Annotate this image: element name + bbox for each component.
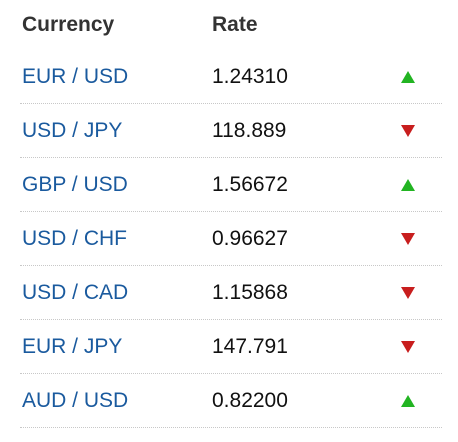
currency-column-header: Currency — [22, 13, 115, 36]
table-row: EUR / USD 1.24310 — [0, 50, 458, 104]
rate-value: 0.82200 — [212, 389, 288, 412]
table-row: USD / CHF 0.96627 — [0, 212, 458, 266]
currency-pair-link[interactable]: USD / JPY — [22, 119, 123, 142]
rate-value: 1.56672 — [212, 173, 288, 196]
currency-pair-link[interactable]: EUR / USD — [22, 65, 129, 88]
rate-value: 1.24310 — [212, 65, 288, 88]
rate-value: 118.889 — [212, 119, 287, 142]
currency-pair-link[interactable]: USD / CHF — [22, 227, 127, 250]
trend-up-icon — [401, 179, 415, 191]
rate-value: 0.96627 — [212, 227, 288, 250]
trend-up-icon — [401, 71, 415, 83]
table-row: USD / CAD 1.15868 — [0, 266, 458, 320]
trend-down-icon — [401, 233, 415, 245]
trend-down-icon — [401, 125, 415, 137]
table-row: USD / JPY 118.889 — [0, 104, 458, 158]
rates-list: EUR / USD 1.24310 USD / JPY 118.889 GBP … — [0, 50, 458, 428]
rate-column-header: Rate — [212, 13, 258, 36]
currency-pair-link[interactable]: AUD / USD — [22, 389, 129, 412]
table-row: GBP / USD 1.56672 — [0, 158, 458, 212]
trend-down-icon — [401, 341, 415, 353]
currency-pair-link[interactable]: GBP / USD — [22, 173, 128, 196]
trend-up-icon — [401, 395, 415, 407]
table-row: AUD / USD 0.82200 — [0, 374, 458, 428]
table-row: EUR / JPY 147.791 — [0, 320, 458, 374]
trend-down-icon — [401, 287, 415, 299]
table-header: Currency Rate — [0, 0, 458, 50]
currency-pair-link[interactable]: USD / CAD — [22, 281, 129, 304]
rate-value: 1.15868 — [212, 281, 288, 304]
currency-pair-link[interactable]: EUR / JPY — [22, 335, 123, 358]
rate-value: 147.791 — [212, 335, 288, 358]
